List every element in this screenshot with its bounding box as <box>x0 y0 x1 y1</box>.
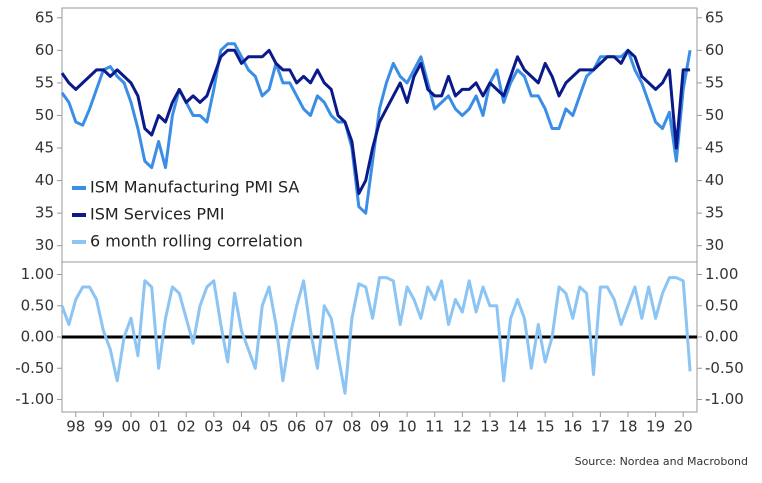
y-tick-label: 30 <box>35 236 54 254</box>
y-tick-label: 40 <box>35 171 54 189</box>
x-tick-label: 17 <box>591 418 610 436</box>
x-tick-label: 09 <box>370 418 389 436</box>
y-tick-label: 0.00 <box>21 328 54 346</box>
panel-frame <box>61 7 698 263</box>
x-tick-label: 08 <box>342 418 361 436</box>
x-tick-label: 04 <box>232 418 251 436</box>
y2-tick-label: 0.50 <box>705 296 738 314</box>
y2-tick-label: 1.00 <box>705 265 738 283</box>
y2-tick-label: 35 <box>705 204 724 222</box>
legend-label: ISM Services PMI <box>90 205 225 224</box>
x-tick-label: 00 <box>121 418 140 436</box>
y-tick-label: -1.00 <box>15 390 54 408</box>
x-tick-label: 16 <box>563 418 582 436</box>
y2-tick-label: -1.00 <box>705 390 744 408</box>
y2-tick-label: 65 <box>705 8 724 26</box>
x-tick-label: 07 <box>315 418 334 436</box>
series-line <box>60 48 691 196</box>
x-tick-label: 05 <box>260 418 279 436</box>
x-tick-label: 06 <box>287 418 306 436</box>
y-tick-label: 50 <box>35 106 54 124</box>
y2-tick-label: 0.00 <box>705 328 738 346</box>
x-tick-label: 20 <box>674 418 693 436</box>
y-tick-label: 35 <box>35 204 54 222</box>
y2-tick-label: 60 <box>705 41 724 59</box>
y-tick-label: 0.50 <box>21 296 54 314</box>
legend-label: 6 month rolling correlation <box>90 232 303 251</box>
y2-tick-label: 55 <box>705 73 724 91</box>
x-tick-label: 02 <box>177 418 196 436</box>
x-tick-label: 13 <box>480 418 499 436</box>
x-tick-label: 15 <box>536 418 555 436</box>
y2-tick-label: 45 <box>705 139 724 157</box>
x-tick-label: 18 <box>618 418 637 436</box>
x-tick-label: 99 <box>94 418 113 436</box>
source: Source: Nordea and Macrobond <box>575 455 748 468</box>
x-tick-label: 12 <box>453 418 472 436</box>
y-tick-label: -0.50 <box>15 359 54 377</box>
y2-tick-label: 50 <box>705 106 724 124</box>
x-tick-label: 03 <box>204 418 223 436</box>
y2-tick-label: -0.50 <box>705 359 744 377</box>
x-tick-label: 19 <box>646 418 665 436</box>
x-tick-label: 01 <box>149 418 168 436</box>
y-tick-label: 45 <box>35 139 54 157</box>
y-tick-label: 1.00 <box>21 265 54 283</box>
x-tick-label: 10 <box>398 418 417 436</box>
x-tick-label: 98 <box>66 418 85 436</box>
series-line <box>60 276 692 395</box>
y2-tick-label: 30 <box>705 236 724 254</box>
x-tick-label: 14 <box>508 418 527 436</box>
legend-label: ISM Manufacturing PMI SA <box>90 178 299 197</box>
x-tick-label: 11 <box>425 418 444 436</box>
y-tick-label: 65 <box>35 8 54 26</box>
y-tick-label: 55 <box>35 73 54 91</box>
y-tick-label: 60 <box>35 41 54 59</box>
y2-tick-label: 40 <box>705 171 724 189</box>
